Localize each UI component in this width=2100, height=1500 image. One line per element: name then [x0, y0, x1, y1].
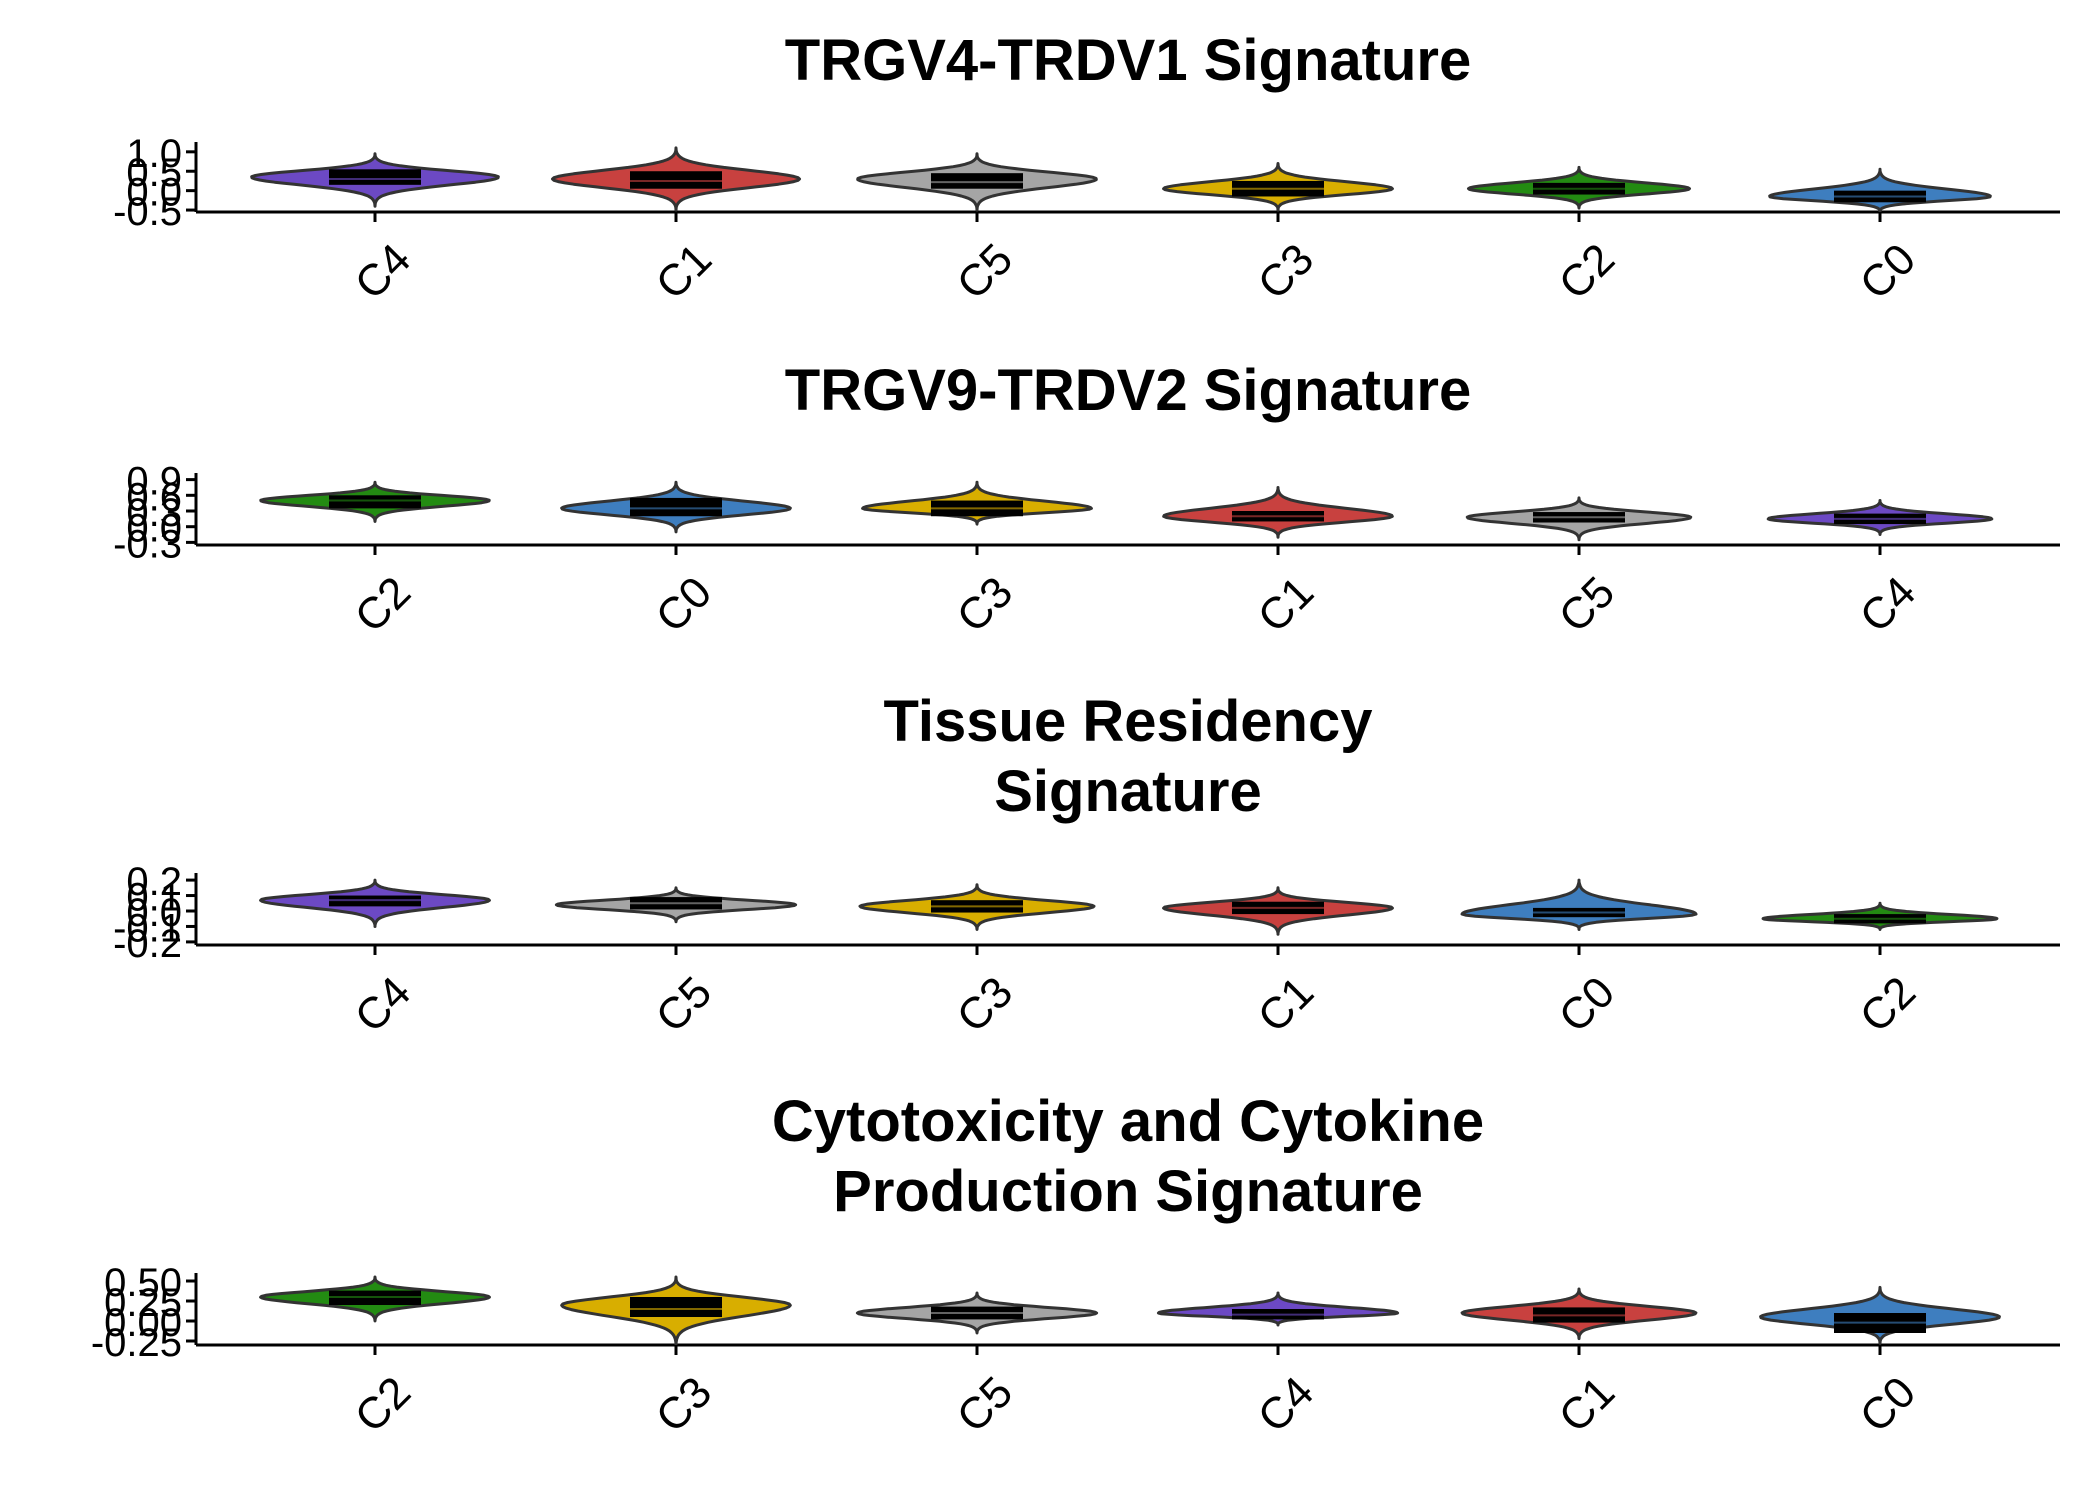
- box-c3: [630, 1297, 722, 1317]
- y-tick-label: 0.0: [126, 171, 182, 215]
- y-tick-label: -0.3: [113, 522, 182, 566]
- panel-title: TRGV4-TRDV1 Signature: [785, 28, 1471, 93]
- y-tick-label: 0.6: [126, 475, 182, 519]
- y-tick-label: 0.00: [104, 1301, 182, 1345]
- y-tick-label: -0.5: [113, 190, 182, 234]
- y-tick-label: -0.1: [113, 906, 182, 950]
- y-tick-label: 0.0: [126, 507, 182, 551]
- y-tick-label: 0.2: [126, 860, 182, 904]
- box-c0: [630, 497, 722, 517]
- box-c4: [329, 169, 421, 185]
- panel-2: TRGV9-TRDV2 Signature-0.30.00.30.60.9C2 C…: [113, 358, 2060, 642]
- violin-c0: [1460, 878, 1698, 931]
- panel-title: Production Signature: [833, 1159, 1423, 1224]
- panels-layer: TRGV4-TRDV1 Signature-0.50.00.51.0C4 C1 C5…: [91, 28, 2060, 1442]
- y-tick-label: 0.3: [126, 491, 182, 535]
- y-tick-label: 1.0: [126, 132, 182, 176]
- box-c5: [931, 173, 1023, 189]
- y-tick-label: 0.50: [104, 1261, 182, 1305]
- y-tick-label: 0.5: [126, 151, 182, 195]
- box-c2: [329, 495, 421, 509]
- y-tick-label: 0.0: [126, 891, 182, 935]
- y-tick-label: -0.25: [91, 1321, 182, 1365]
- y-tick-label: 0.9: [126, 460, 182, 504]
- panel-title: Tissue Residency: [884, 689, 1373, 754]
- y-tick-label: 0.1: [126, 876, 182, 920]
- y-tick-label: -0.2: [113, 922, 182, 966]
- panel-title: Signature: [994, 759, 1262, 824]
- panel-title: TRGV9-TRDV2 Signature: [785, 358, 1471, 423]
- y-tick-label: 0.25: [104, 1281, 182, 1325]
- panel-title: Cytotoxicity and Cytokine: [772, 1089, 1484, 1154]
